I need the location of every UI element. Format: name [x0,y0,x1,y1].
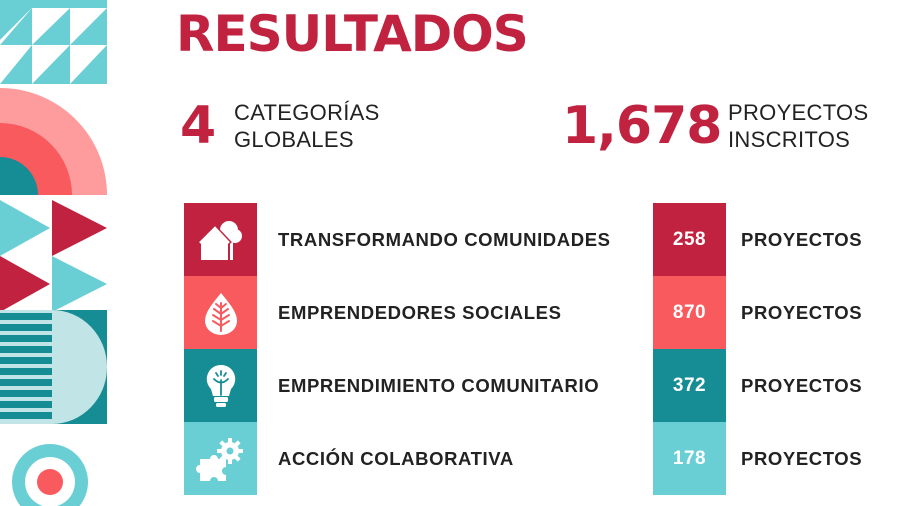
category-name: EMPRENDIMIENTO COMUNITARIO [278,374,600,396]
categories-count: 4 [180,96,217,156]
projects-label-line1: PROYECTOS [728,100,869,125]
categories-label-line1: CATEGORÍAS [234,100,380,125]
category-count: 870 [653,276,726,349]
category-row: ACCIÓN COLABORATIVA 178 PROYECTOS [0,422,900,495]
category-name: EMPRENDEDORES SOCIALES [278,301,562,323]
category-name: ACCIÓN COLABORATIVA [278,447,514,469]
triangle-grid [0,0,107,84]
projects-label-line2: INSCRITOS [728,127,851,152]
category-unit: PROYECTOS [741,228,863,250]
decorative-pattern [0,0,107,506]
flag-triangles [0,200,107,312]
category-unit: PROYECTOS [741,374,863,396]
puzzle-gear-icon [184,422,257,495]
quarter-circles [0,88,107,195]
projects-count: 1,678 [562,96,722,156]
target-circle [12,444,88,506]
category-count: 372 [653,349,726,422]
category-name: TRANSFORMANDO COMUNIDADES [278,228,611,250]
leaf-icon [184,276,257,349]
projects-label: PROYECTOS INSCRITOS [728,99,868,153]
category-count: 178 [653,422,726,495]
category-row: TRANSFORMANDO COMUNIDADES 258 PROYECTOS [0,203,900,276]
stripes-block [0,310,107,424]
lightbulb-sprout-icon [184,349,257,422]
category-count: 258 [653,203,726,276]
category-unit: PROYECTOS [741,301,863,323]
house-tree-icon [184,203,257,276]
categories-label-line2: GLOBALES [234,127,354,152]
category-row: EMPRENDEDORES SOCIALES 870 PROYECTOS [0,276,900,349]
categories-label: CATEGORÍAS GLOBALES [234,99,380,153]
category-row: EMPRENDIMIENTO COMUNITARIO 372 PROYECTOS [0,349,900,422]
category-unit: PROYECTOS [741,447,863,469]
page-title: RESULTADOS [176,5,529,63]
